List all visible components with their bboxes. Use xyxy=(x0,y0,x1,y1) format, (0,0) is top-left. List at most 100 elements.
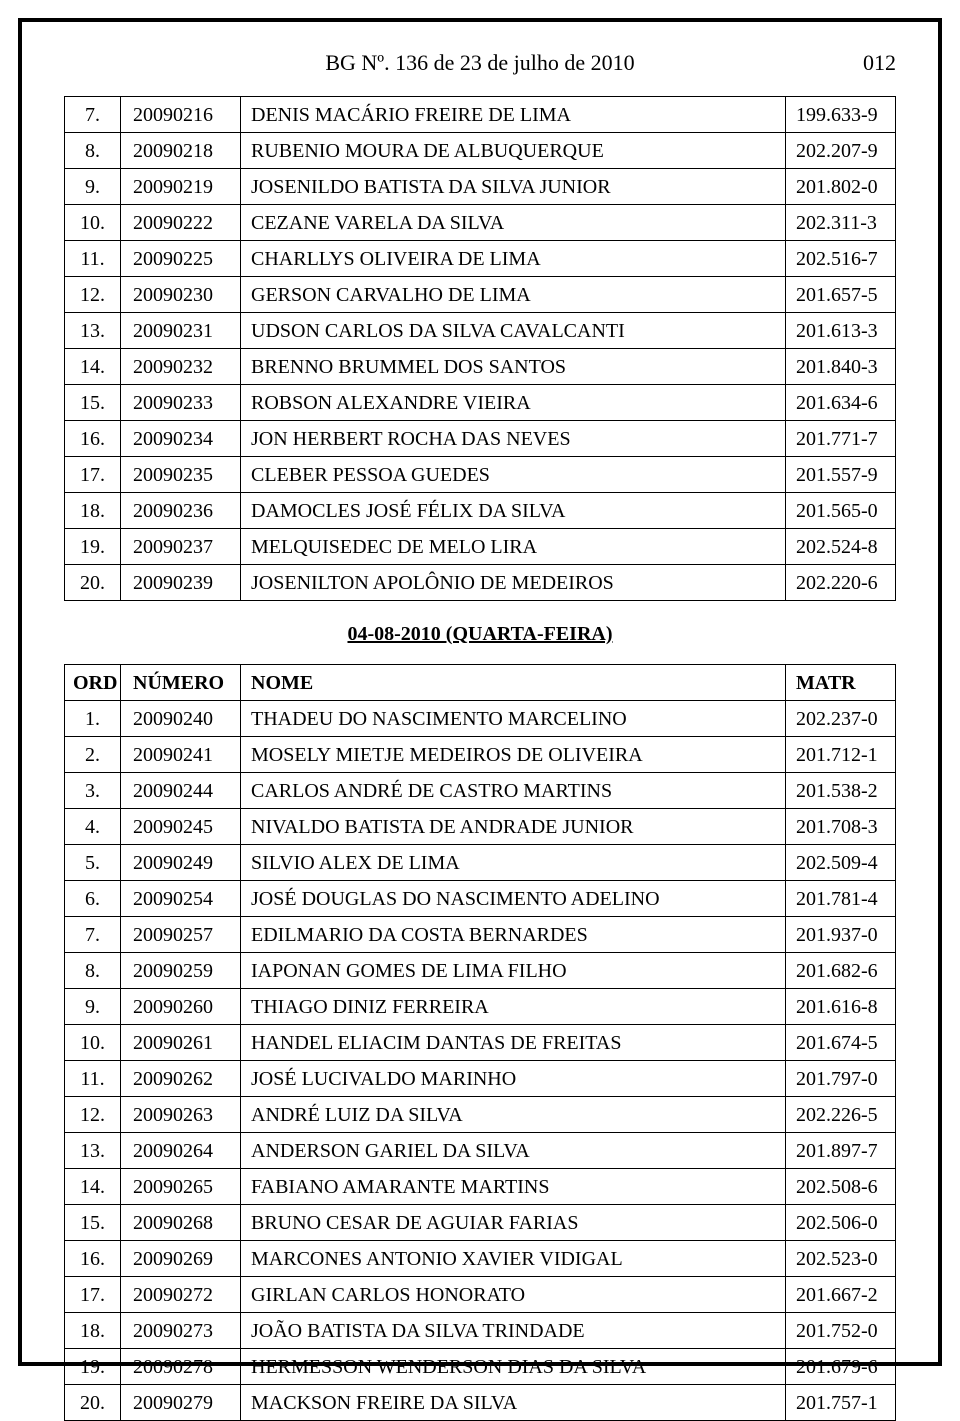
table-row: 14.20090265FABIANO AMARANTE MARTINS202.5… xyxy=(65,1169,896,1205)
cell-matr: 201.840-3 xyxy=(786,349,896,385)
cell-numero: 20090260 xyxy=(121,989,241,1025)
cell-matr: 201.613-3 xyxy=(786,313,896,349)
cell-numero: 20090218 xyxy=(121,133,241,169)
cell-ord: 18. xyxy=(65,493,121,529)
cell-matr: 201.667-2 xyxy=(786,1277,896,1313)
cell-matr: 202.506-0 xyxy=(786,1205,896,1241)
cell-numero: 20090239 xyxy=(121,565,241,601)
table-row: 15.20090268BRUNO CESAR DE AGUIAR FARIAS2… xyxy=(65,1205,896,1241)
cell-ord: 11. xyxy=(65,1061,121,1097)
cell-matr: 201.682-6 xyxy=(786,953,896,989)
cell-numero: 20090273 xyxy=(121,1313,241,1349)
table-row: 10.20090222CEZANE VARELA DA SILVA202.311… xyxy=(65,205,896,241)
cell-nome: JOÃO BATISTA DA SILVA TRINDADE xyxy=(241,1313,786,1349)
table-row: 13.20090231UDSON CARLOS DA SILVA CAVALCA… xyxy=(65,313,896,349)
cell-numero: 20090232 xyxy=(121,349,241,385)
cell-matr: 202.524-8 xyxy=(786,529,896,565)
cell-ord: 9. xyxy=(65,169,121,205)
cell-matr: 202.207-9 xyxy=(786,133,896,169)
cell-numero: 20090222 xyxy=(121,205,241,241)
cell-matr: 201.937-0 xyxy=(786,917,896,953)
page-frame: BG Nº. 136 de 23 de julho de 2010 012 7.… xyxy=(18,18,942,1366)
cell-nome: MARCONES ANTONIO XAVIER VIDIGAL xyxy=(241,1241,786,1277)
cell-matr: 202.523-0 xyxy=(786,1241,896,1277)
cell-nome: UDSON CARLOS DA SILVA CAVALCANTI xyxy=(241,313,786,349)
cell-matr: 201.802-0 xyxy=(786,169,896,205)
cell-nome: ANDERSON GARIEL DA SILVA xyxy=(241,1133,786,1169)
cell-ord: 12. xyxy=(65,1097,121,1133)
cell-numero: 20090262 xyxy=(121,1061,241,1097)
table-row: 12.20090230GERSON CARVALHO DE LIMA201.65… xyxy=(65,277,896,313)
col-header-ord: ORD xyxy=(65,665,121,701)
cell-ord: 15. xyxy=(65,1205,121,1241)
table-row: 7.20090257EDILMARIO DA COSTA BERNARDES20… xyxy=(65,917,896,953)
cell-ord: 3. xyxy=(65,773,121,809)
table-row: 17.20090272GIRLAN CARLOS HONORATO201.667… xyxy=(65,1277,896,1313)
table-row: 17.20090235CLEBER PESSOA GUEDES201.557-9 xyxy=(65,457,896,493)
cell-ord: 16. xyxy=(65,1241,121,1277)
table-row: 20.20090239JOSENILTON APOLÔNIO DE MEDEIR… xyxy=(65,565,896,601)
cell-nome: IAPONAN GOMES DE LIMA FILHO xyxy=(241,953,786,989)
cell-matr: 202.509-4 xyxy=(786,845,896,881)
cell-nome: CLEBER PESSOA GUEDES xyxy=(241,457,786,493)
cell-nome: ROBSON ALEXANDRE VIEIRA xyxy=(241,385,786,421)
cell-nome: HERMESSON WENDERSON DIAS DA SILVA xyxy=(241,1349,786,1385)
cell-matr: 201.897-7 xyxy=(786,1133,896,1169)
cell-nome: FABIANO AMARANTE MARTINS xyxy=(241,1169,786,1205)
cell-numero: 20090257 xyxy=(121,917,241,953)
cell-matr: 201.557-9 xyxy=(786,457,896,493)
cell-nome: JOSENILTON APOLÔNIO DE MEDEIROS xyxy=(241,565,786,601)
table-row: 18.20090273JOÃO BATISTA DA SILVA TRINDAD… xyxy=(65,1313,896,1349)
cell-nome: DENIS MACÁRIO FREIRE DE LIMA xyxy=(241,97,786,133)
cell-ord: 10. xyxy=(65,1025,121,1061)
table-row: 19.20090278HERMESSON WENDERSON DIAS DA S… xyxy=(65,1349,896,1385)
cell-numero: 20090263 xyxy=(121,1097,241,1133)
cell-ord: 19. xyxy=(65,1349,121,1385)
table-row: 20.20090279MACKSON FREIRE DA SILVA201.75… xyxy=(65,1385,896,1421)
cell-nome: MELQUISEDEC DE MELO LIRA xyxy=(241,529,786,565)
table-row: 9.20090260THIAGO DINIZ FERREIRA201.616-8 xyxy=(65,989,896,1025)
table-row: 4.20090245NIVALDO BATISTA DE ANDRADE JUN… xyxy=(65,809,896,845)
col-header-matr: MATR xyxy=(786,665,896,701)
cell-numero: 20090240 xyxy=(121,701,241,737)
table-row: 13.20090264ANDERSON GARIEL DA SILVA201.8… xyxy=(65,1133,896,1169)
table-row: 2.20090241MOSELY MIETJE MEDEIROS DE OLIV… xyxy=(65,737,896,773)
section-title: 04-08-2010 (QUARTA-FEIRA) xyxy=(64,623,896,646)
cell-matr: 199.633-9 xyxy=(786,97,896,133)
cell-ord: 2. xyxy=(65,737,121,773)
table-row: 11.20090262JOSÉ LUCIVALDO MARINHO201.797… xyxy=(65,1061,896,1097)
cell-numero: 20090268 xyxy=(121,1205,241,1241)
cell-numero: 20090241 xyxy=(121,737,241,773)
table-row: 3.20090244CARLOS ANDRÉ DE CASTRO MARTINS… xyxy=(65,773,896,809)
cell-numero: 20090278 xyxy=(121,1349,241,1385)
table-row: 8.20090218RUBENIO MOURA DE ALBUQUERQUE20… xyxy=(65,133,896,169)
cell-matr: 201.679-6 xyxy=(786,1349,896,1385)
cell-numero: 20090272 xyxy=(121,1277,241,1313)
cell-matr: 201.797-0 xyxy=(786,1061,896,1097)
cell-numero: 20090249 xyxy=(121,845,241,881)
col-header-name: NOME xyxy=(241,665,786,701)
cell-matr: 202.226-5 xyxy=(786,1097,896,1133)
table-main: ORD NÚMERO NOME MATR 1.20090240THADEU DO… xyxy=(64,664,896,1421)
cell-numero: 20090269 xyxy=(121,1241,241,1277)
table-row: 10.20090261HANDEL ELIACIM DANTAS DE FREI… xyxy=(65,1025,896,1061)
cell-numero: 20090237 xyxy=(121,529,241,565)
table-row: 8.20090259IAPONAN GOMES DE LIMA FILHO201… xyxy=(65,953,896,989)
cell-ord: 9. xyxy=(65,989,121,1025)
cell-nome: ANDRÉ LUIZ DA SILVA xyxy=(241,1097,786,1133)
table-row: 6.20090254JOSÉ DOUGLAS DO NASCIMENTO ADE… xyxy=(65,881,896,917)
cell-matr: 201.781-4 xyxy=(786,881,896,917)
cell-matr: 201.674-5 xyxy=(786,1025,896,1061)
cell-numero: 20090234 xyxy=(121,421,241,457)
cell-ord: 18. xyxy=(65,1313,121,1349)
page-title: BG Nº. 136 de 23 de julho de 2010 xyxy=(325,50,634,76)
cell-nome: GIRLAN CARLOS HONORATO xyxy=(241,1277,786,1313)
cell-matr: 201.657-5 xyxy=(786,277,896,313)
cell-matr: 201.538-2 xyxy=(786,773,896,809)
cell-ord: 14. xyxy=(65,349,121,385)
table-row: 16.20090269MARCONES ANTONIO XAVIER VIDIG… xyxy=(65,1241,896,1277)
table-row: 14.20090232BRENNO BRUMMEL DOS SANTOS201.… xyxy=(65,349,896,385)
cell-nome: RUBENIO MOURA DE ALBUQUERQUE xyxy=(241,133,786,169)
cell-nome: MOSELY MIETJE MEDEIROS DE OLIVEIRA xyxy=(241,737,786,773)
cell-nome: DAMOCLES JOSÉ FÉLIX DA SILVA xyxy=(241,493,786,529)
